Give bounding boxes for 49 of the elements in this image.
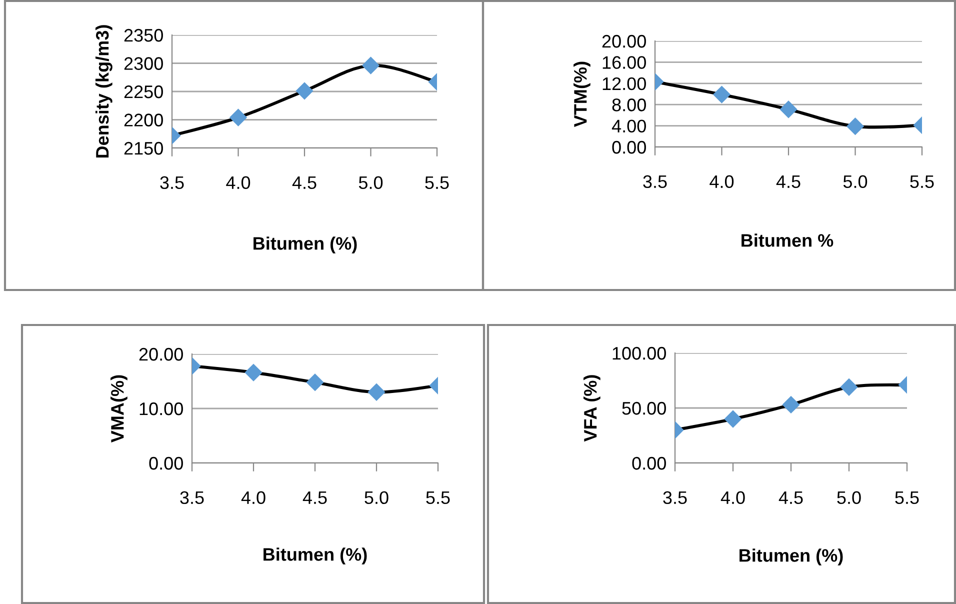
x-tick-label: 3.5 [160,176,184,190]
y-tick-label: 8.00 [612,98,646,112]
y-tick-label: 20.00 [602,34,646,48]
y-tick-label: 0.00 [149,456,183,470]
x-axis-title: Bitumen (%) [740,548,843,566]
y-tick-label: 2150 [124,142,163,155]
y-axis-title: VTM(%) [574,62,590,127]
x-tick-label: 3.5 [180,491,204,504]
x-tick-label: 4.0 [241,491,266,504]
x-tick-label: 5.5 [426,491,450,504]
x-tick-label: 5.0 [843,175,868,188]
x-axis-title: Bitumen (%) [254,236,357,254]
x-tick-label: 4.5 [302,491,327,504]
x-tick-label: 5.5 [425,176,449,190]
x-tick-label: 4.0 [710,175,734,188]
y-axis-title: Density (kg/m3) [95,25,112,158]
x-tick-label: 5.0 [364,491,388,504]
x-tick-label: 5.0 [358,176,383,190]
y-axis-title: VFA (%) [584,375,600,442]
x-tick-label: 5.0 [837,491,861,504]
y-tick-label: 2350 [124,28,163,42]
x-tick-label: 4.5 [292,176,316,190]
x-tick-label: 3.5 [643,175,667,188]
x-axis-title: Bitumen (%) [264,548,367,564]
y-tick-label: 20.00 [139,348,183,361]
y-tick-label: 2200 [124,114,163,126]
y-tick-label: 2250 [124,85,163,98]
x-tick-label: 5.5 [895,491,919,504]
y-tick-label: 50.00 [622,402,666,415]
point [306,374,324,391]
x-tick-label: 4.5 [778,491,803,504]
x-tick-label: 4.0 [720,491,745,504]
y-axis-title: VMA(%) [110,375,128,442]
point [780,100,798,118]
y-tick-label: 10.00 [140,402,183,416]
x-tick-label: 4.0 [226,176,250,190]
y-tick-label: 100.00 [612,346,666,360]
x-axis-title: Bitumen % [742,234,834,247]
x-tick-label: 5.5 [910,175,934,188]
y-tick-label: 0.00 [632,456,666,470]
y-tick-label: 2300 [124,57,163,70]
x-tick-label: 4.5 [776,175,800,188]
point [782,396,800,414]
x-tick-label: 3.5 [663,491,687,504]
y-tick-label: 4.00 [612,120,646,133]
y-tick-label: 0.00 [612,140,646,154]
y-tick-label: 16.00 [602,56,646,69]
point [296,82,314,100]
y-tick-label: 12.00 [602,77,646,90]
